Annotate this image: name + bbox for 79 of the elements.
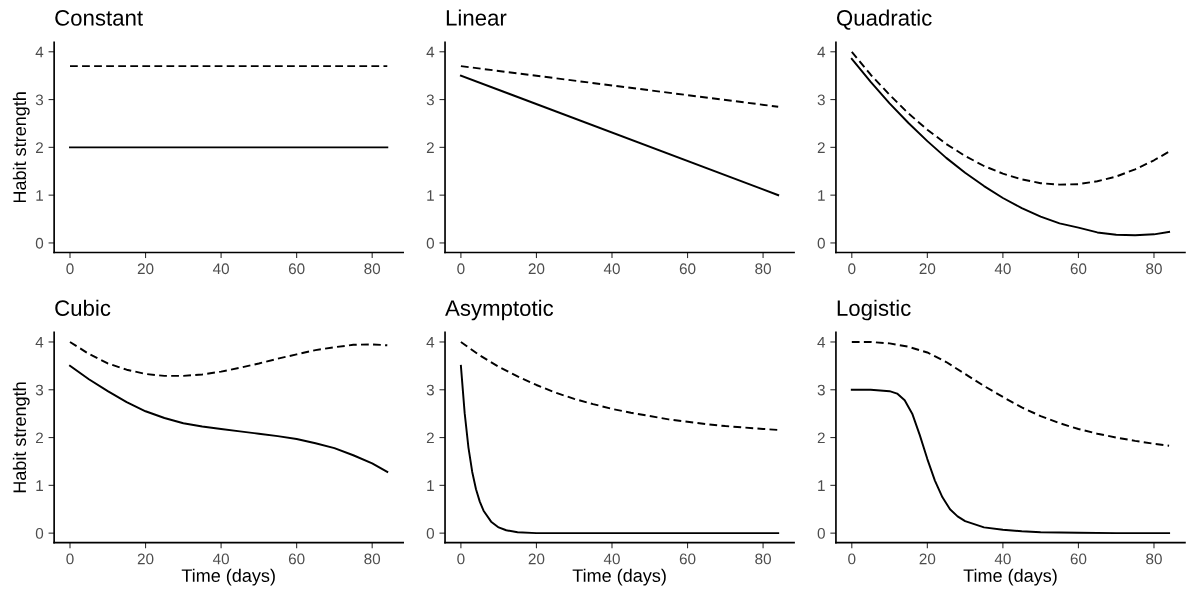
y-tick-label: 1 bbox=[36, 480, 43, 491]
y-tick-label: 1 bbox=[818, 480, 825, 491]
x-tick-label: 0 bbox=[457, 263, 465, 275]
x-tick-label: 0 bbox=[457, 553, 465, 565]
line-series bbox=[459, 364, 780, 535]
y-tick-label: 0 bbox=[817, 237, 825, 249]
line-series bbox=[850, 50, 1171, 186]
line-series bbox=[459, 341, 780, 431]
y-axis-title: Habit strength bbox=[12, 92, 30, 203]
line-series bbox=[69, 364, 389, 473]
y-tick-label: 4 bbox=[817, 46, 826, 58]
x-tick-label: 60 bbox=[288, 263, 305, 275]
x-tick-label: 60 bbox=[1070, 263, 1087, 275]
x-tick-label: 80 bbox=[1146, 263, 1162, 275]
x-tick-label: 40 bbox=[212, 263, 229, 275]
line-series bbox=[850, 341, 1171, 447]
y-tick-label: 1 bbox=[36, 190, 43, 201]
chart-title: Logistic bbox=[837, 299, 911, 321]
chart-title: Linear bbox=[446, 9, 507, 26]
y-tick-label: 4 bbox=[817, 336, 826, 348]
x-tick-label: 60 bbox=[679, 553, 696, 565]
y-tick-label: 4 bbox=[426, 46, 435, 58]
x-tick-label: 20 bbox=[528, 263, 545, 275]
x-tick-label: 80 bbox=[1146, 553, 1162, 565]
x-axis-title: Time (days) bbox=[572, 568, 666, 586]
x-axis-title: Time (days) bbox=[963, 568, 1057, 586]
y-tick-label: 2 bbox=[35, 142, 43, 153]
y-tick-label: 4 bbox=[426, 336, 435, 348]
x-tick-label: 0 bbox=[66, 553, 74, 565]
x-tick-label: 40 bbox=[603, 553, 620, 565]
line-series bbox=[850, 388, 1171, 535]
chart-title: Quadratic bbox=[836, 9, 932, 30]
y-tick-label: 2 bbox=[817, 432, 825, 444]
y-tick-label: 2 bbox=[35, 432, 43, 444]
x-tick-label: 40 bbox=[603, 263, 620, 275]
y-tick-label: 1 bbox=[818, 190, 825, 201]
chart-title: Constant bbox=[55, 10, 143, 26]
line-series bbox=[850, 57, 1171, 237]
y-tick-label: 1 bbox=[427, 190, 434, 201]
y-tick-label: 3 bbox=[426, 94, 434, 106]
y-tick-label: 4 bbox=[35, 336, 44, 348]
x-tick-label: 80 bbox=[364, 263, 381, 275]
x-tick-label: 80 bbox=[364, 553, 381, 565]
x-tick-label: 20 bbox=[528, 553, 545, 565]
x-tick-label: 0 bbox=[66, 263, 74, 275]
y-tick-label: 3 bbox=[817, 384, 825, 396]
x-tick-label: 0 bbox=[848, 263, 856, 275]
y-tick-label: 0 bbox=[35, 237, 44, 249]
x-tick-label: 80 bbox=[755, 553, 771, 565]
y-tick-label: 3 bbox=[817, 94, 825, 106]
x-tick-label: 0 bbox=[848, 553, 856, 565]
y-tick-label: 2 bbox=[426, 432, 434, 444]
y-tick-label: 4 bbox=[35, 46, 44, 58]
x-tick-label: 20 bbox=[137, 263, 154, 275]
y-tick-label: 1 bbox=[427, 480, 434, 491]
x-axis-title: Time (days) bbox=[181, 568, 275, 586]
chart-title: Cubic bbox=[55, 299, 111, 316]
y-tick-label: 0 bbox=[817, 528, 825, 539]
x-tick-label: 20 bbox=[137, 553, 154, 565]
y-tick-label: 2 bbox=[426, 142, 434, 153]
y-tick-label: 3 bbox=[35, 384, 44, 396]
x-tick-label: 60 bbox=[679, 263, 696, 275]
x-tick-label: 40 bbox=[994, 263, 1011, 275]
y-axis-title: Habit strength bbox=[12, 382, 30, 493]
line-series bbox=[69, 341, 389, 377]
y-tick-label: 0 bbox=[35, 528, 44, 539]
y-tick-label: 0 bbox=[426, 528, 435, 539]
y-tick-label: 3 bbox=[426, 384, 434, 396]
x-tick-label: 40 bbox=[212, 553, 229, 565]
x-tick-label: 60 bbox=[288, 553, 305, 565]
x-tick-label: 80 bbox=[755, 263, 771, 275]
y-tick-label: 3 bbox=[35, 94, 44, 106]
x-tick-label: 20 bbox=[919, 263, 936, 275]
y-tick-label: 2 bbox=[817, 142, 825, 153]
y-tick-label: 0 bbox=[426, 237, 435, 249]
chart-title: Asymptotic bbox=[445, 299, 554, 321]
x-tick-label: 40 bbox=[994, 553, 1011, 565]
x-tick-label: 20 bbox=[919, 553, 936, 565]
x-tick-label: 60 bbox=[1070, 553, 1087, 565]
